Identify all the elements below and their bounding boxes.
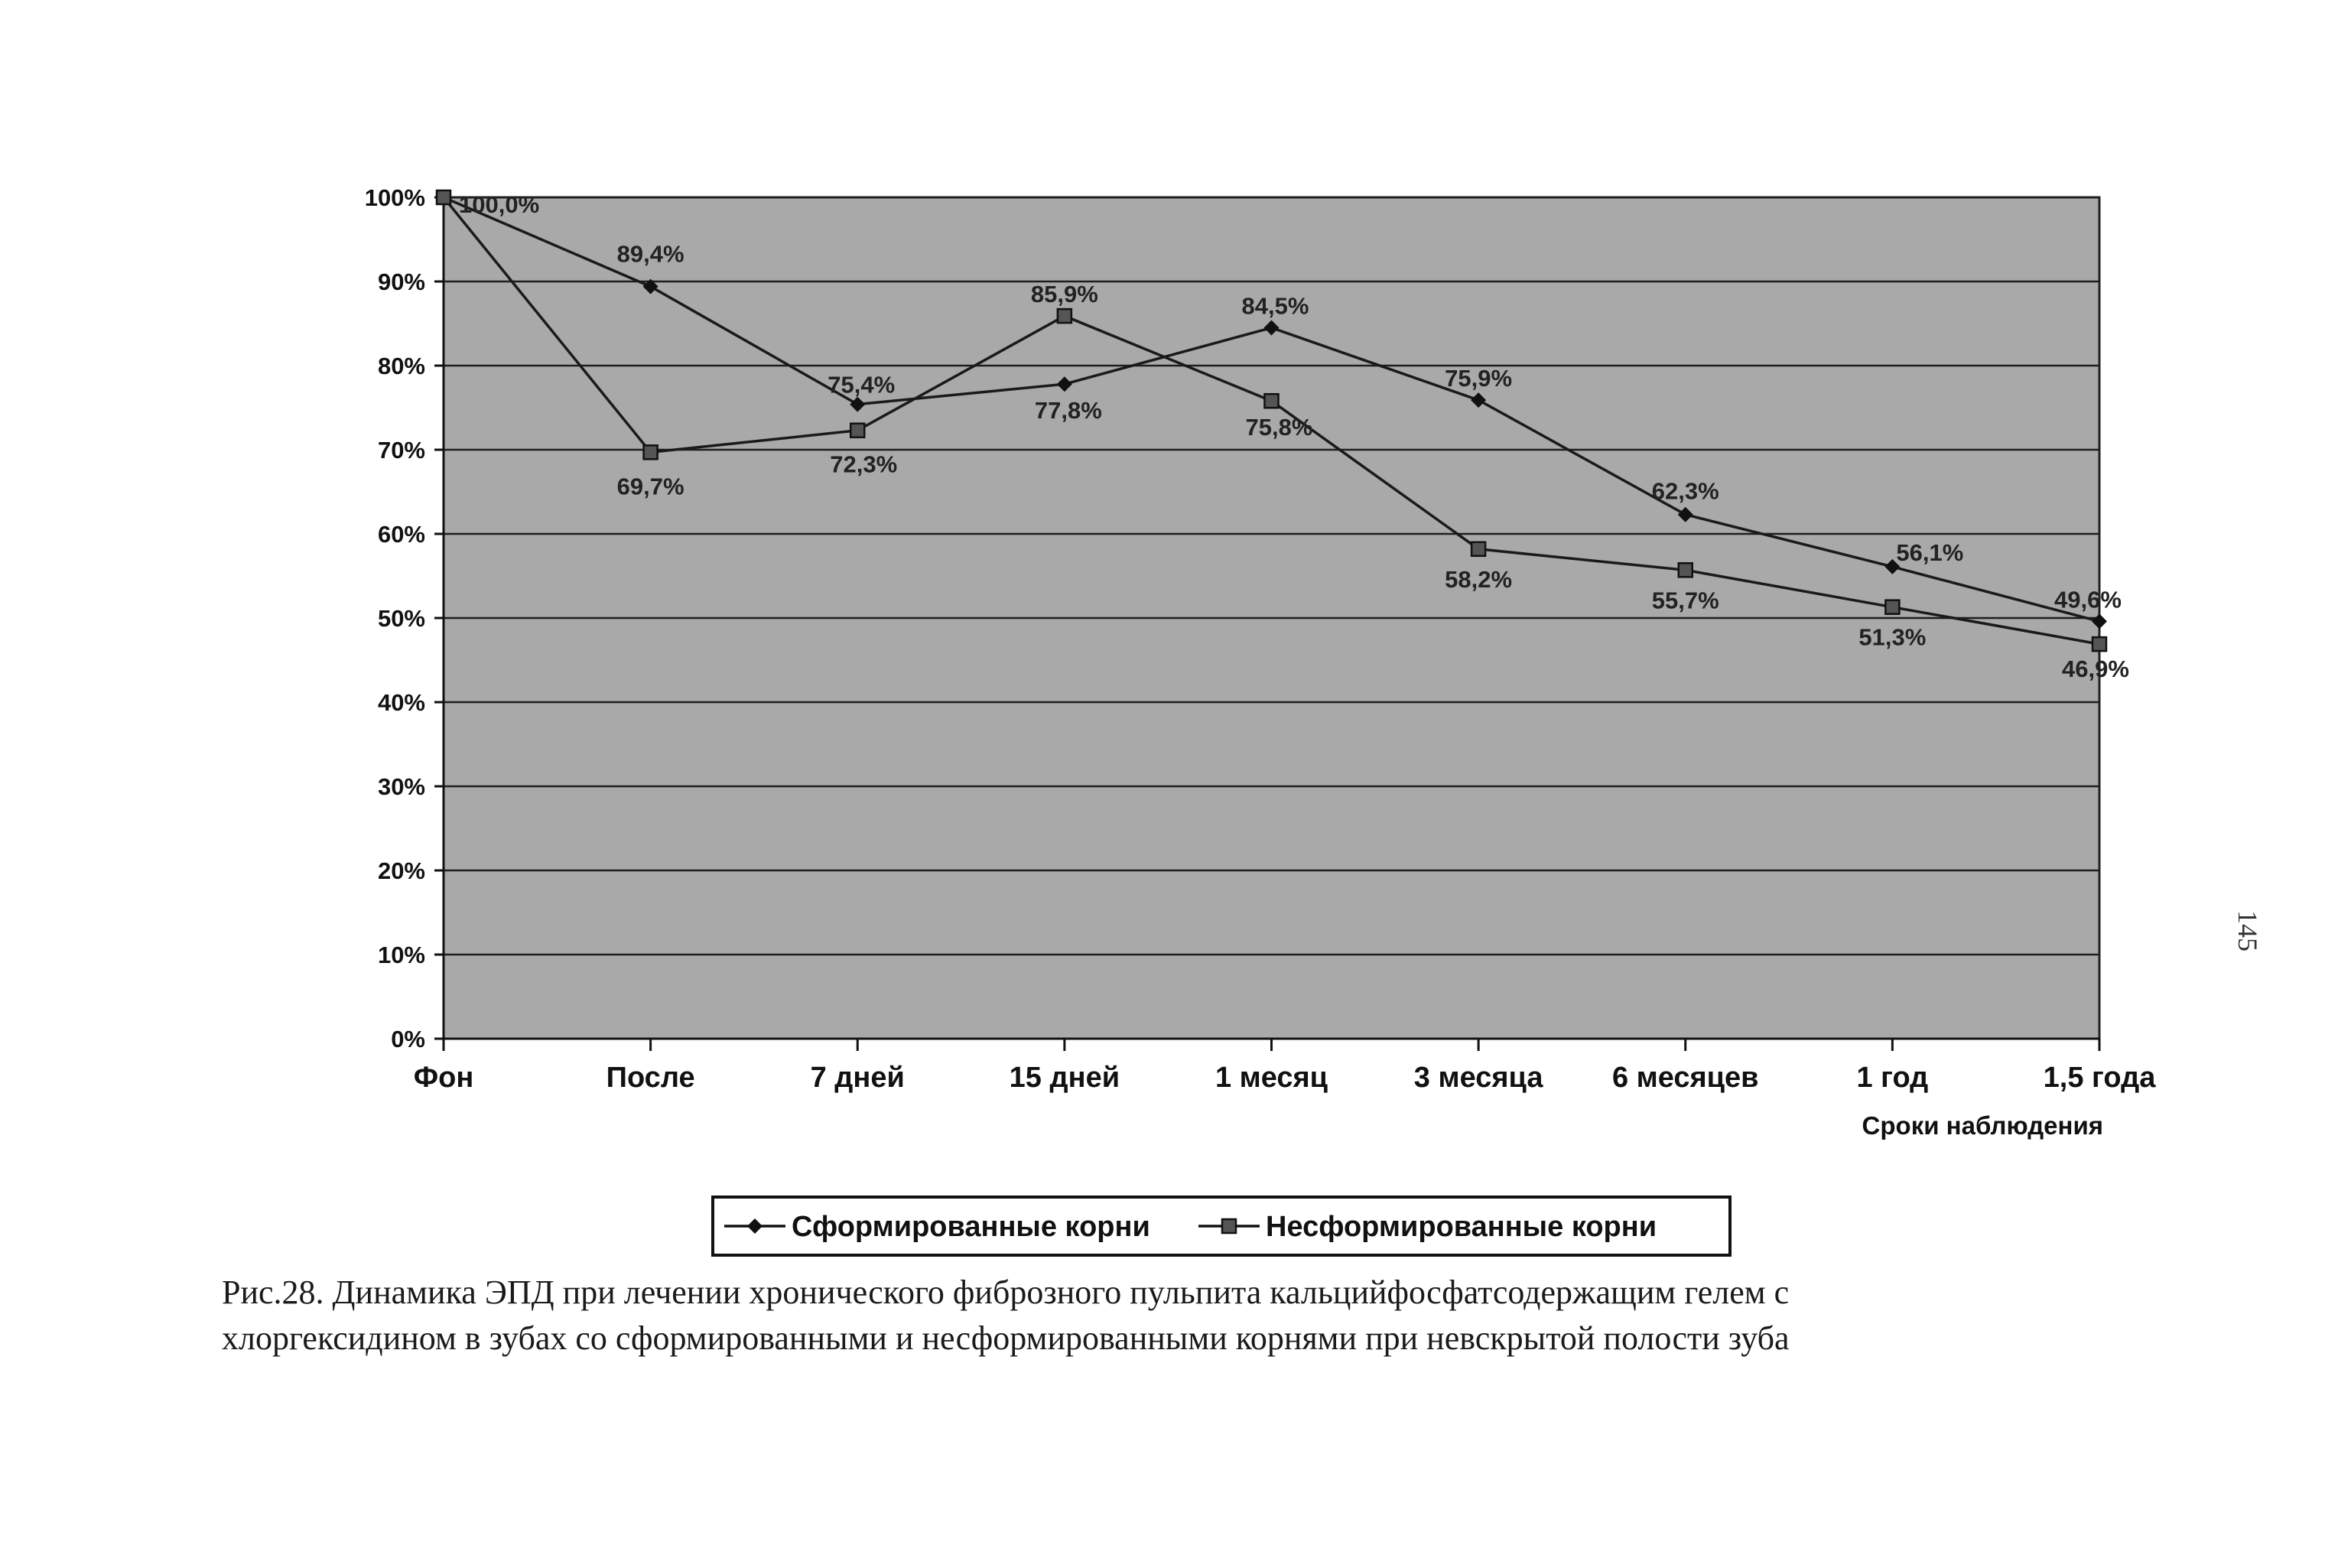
y-tick-label: 0% xyxy=(391,1026,425,1052)
y-tick-label: 90% xyxy=(378,268,425,295)
x-tick-label: 1,5 года xyxy=(2044,1062,2157,1094)
series xyxy=(435,189,2108,652)
y-tick-label: 70% xyxy=(378,437,425,464)
series-marker-square xyxy=(435,189,452,206)
data-label: 100,0% xyxy=(459,191,539,218)
series-marker-square xyxy=(850,422,866,438)
caption-line-2: хлоргексидином в зубах со сформированным… xyxy=(222,1319,1790,1357)
series-marker-diamond xyxy=(1263,320,1280,336)
x-tick-label: 7 дней xyxy=(811,1062,905,1094)
series-marker-diamond xyxy=(1884,558,1901,574)
legend-label-2: Несформированные корни xyxy=(1266,1211,1657,1243)
data-label: 85,9% xyxy=(1031,281,1098,307)
figure-caption: Рис.28. Динамика ЭПД при лечении хрониче… xyxy=(222,1270,2180,1361)
data-label: 72,3% xyxy=(830,451,897,478)
legend-marker-square xyxy=(1221,1218,1237,1235)
data-label: 89,4% xyxy=(617,241,684,268)
series-marker-square xyxy=(1470,541,1487,558)
series-marker-square xyxy=(642,444,658,460)
legend-label-1: Сформированные корни xyxy=(792,1211,1150,1243)
series-marker-square xyxy=(1677,562,1693,578)
data-label: 46,9% xyxy=(2062,656,2129,682)
data-label: 69,7% xyxy=(617,473,684,499)
y-tick-label: 50% xyxy=(378,605,425,632)
y-tick-label: 10% xyxy=(378,942,425,968)
x-tick-label: После xyxy=(606,1062,695,1094)
data-labels: 100,0% 89,4% 75,4% 77,8% 84,5% 75,9% 62,3% 56,1… xyxy=(459,191,2129,682)
series-marker-square xyxy=(1263,392,1280,409)
data-label: 75,4% xyxy=(828,372,895,399)
data-label: 75,8% xyxy=(1246,414,1313,441)
y-tick-label: 60% xyxy=(378,521,425,548)
series-marker-diamond xyxy=(2092,613,2107,629)
y-tick-label: 100% xyxy=(365,184,425,211)
data-label: 56,1% xyxy=(1896,539,1963,566)
caption-line-1: Рис.28. Динамика ЭПД при лечении хрониче… xyxy=(222,1274,1790,1311)
series-marker-square xyxy=(2091,636,2108,652)
data-label: 77,8% xyxy=(1035,397,1102,424)
x-tick-label: 3 месяца xyxy=(1414,1062,1544,1094)
series-marker-diamond xyxy=(642,278,658,294)
y-tick-label: 40% xyxy=(378,689,425,716)
data-label: 75,9% xyxy=(1445,365,1512,392)
series-marker-diamond xyxy=(850,396,866,412)
x-tick-label: 1 месяц xyxy=(1215,1062,1328,1094)
data-label: 58,2% xyxy=(1445,566,1512,593)
x-tick-label: Фон xyxy=(414,1062,474,1094)
y-tick-label: 20% xyxy=(378,857,425,884)
x-tick-label: 6 месяцев xyxy=(1612,1062,1759,1094)
data-label: 62,3% xyxy=(1652,478,1719,505)
legend-marker-diamond xyxy=(747,1218,763,1234)
data-label: 51,3% xyxy=(1858,624,1926,651)
series-marker-square xyxy=(1056,307,1073,324)
y-tick-label: 80% xyxy=(378,353,425,379)
y-tick-label: 30% xyxy=(378,773,425,800)
data-label: 55,7% xyxy=(1652,587,1719,613)
data-label: 49,6% xyxy=(2054,586,2122,613)
series-marker-diamond xyxy=(1471,392,1487,408)
series-marker-square xyxy=(1884,599,1901,615)
legend: Сформированные корни Несформированные кор… xyxy=(711,1196,1732,1257)
x-axis-title: Сроки наблюдения xyxy=(1862,1111,2103,1140)
x-tick-label: 15 дней xyxy=(1010,1062,1120,1094)
gridlines xyxy=(444,196,2099,956)
axes: 0% 10% 20% 30% 40% 50% 60% 70% 80% 90% 100% Фон Посл… xyxy=(365,184,2156,1094)
series-2 xyxy=(435,189,2108,652)
x-tick-label: 1 год xyxy=(1856,1062,1928,1094)
page-number: 145 xyxy=(2232,910,2263,952)
series-marker-diamond xyxy=(1056,376,1072,392)
series-marker-diamond xyxy=(1677,506,1693,522)
data-label: 84,5% xyxy=(1242,293,1309,320)
